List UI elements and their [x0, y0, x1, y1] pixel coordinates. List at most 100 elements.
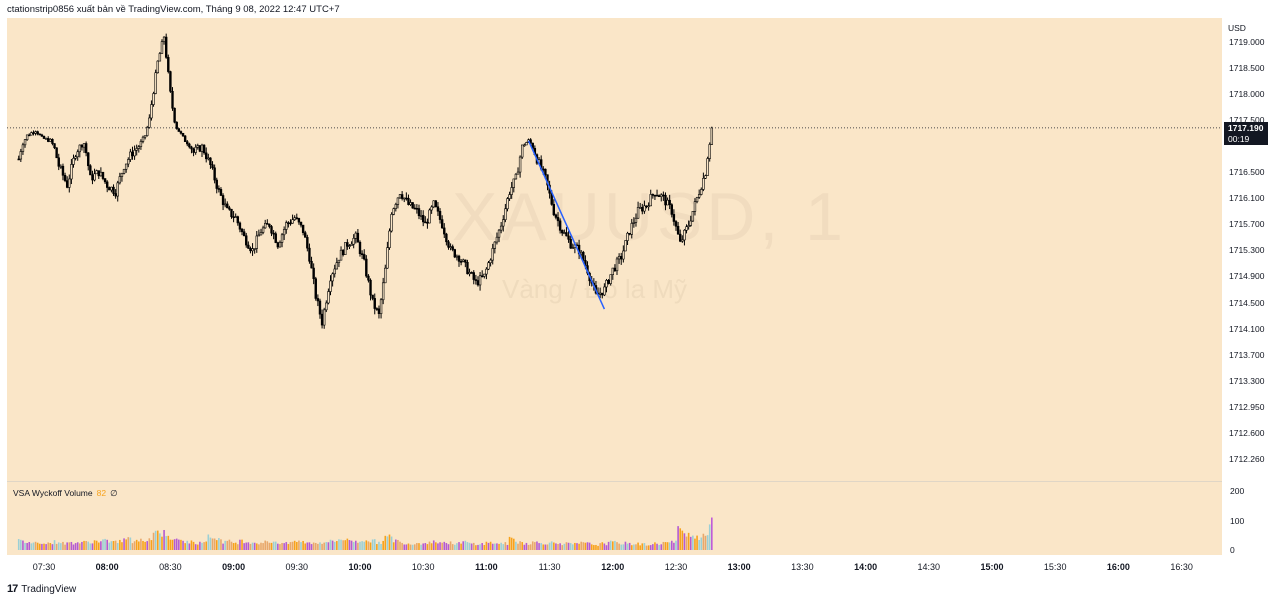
volume-bar: [287, 544, 290, 550]
candle: [192, 147, 195, 157]
candle: [143, 135, 147, 140]
volume-pane[interactable]: VSA Wyckoff Volume 82 ∅: [7, 482, 1222, 555]
candle: [173, 107, 176, 124]
candle: [97, 170, 100, 179]
candle: [133, 145, 136, 160]
volume-bar: [298, 540, 300, 550]
volume-bar: [584, 542, 587, 550]
candle: [381, 277, 385, 305]
candle: [263, 219, 267, 229]
candle: [110, 186, 113, 193]
volume-bar: [281, 542, 283, 550]
volume-bar: [656, 543, 658, 550]
candle: [341, 249, 345, 257]
volume-bar: [658, 545, 660, 550]
volume-bar: [529, 544, 532, 550]
candle: [207, 153, 210, 161]
volume-bar: [666, 542, 669, 550]
volume-bar: [637, 542, 639, 550]
candle: [373, 293, 376, 315]
candle: [211, 161, 214, 170]
volume-bar: [346, 538, 349, 550]
candle: [447, 239, 450, 250]
volume-bar: [129, 537, 132, 550]
volume-bar: [241, 539, 243, 550]
volume-bar: [91, 543, 94, 550]
volume-bar: [445, 543, 448, 550]
volume-bar: [373, 539, 376, 550]
volume-bar: [106, 539, 108, 550]
volume-bar: [654, 542, 656, 550]
candle: [638, 202, 642, 209]
volume-bar: [154, 530, 157, 550]
candle: [38, 133, 41, 136]
volume-axis[interactable]: 200 100 0: [1223, 482, 1280, 555]
candle: [28, 133, 31, 137]
volume-bar: [630, 545, 633, 550]
candle: [384, 264, 387, 284]
candle: [495, 232, 499, 245]
candle: [114, 189, 117, 199]
footer-branding[interactable]: 17 TradingView: [7, 583, 76, 595]
candle: [160, 39, 164, 54]
volume-bar: [28, 542, 31, 550]
volume-bar: [601, 542, 604, 550]
candle: [518, 155, 522, 178]
volume-bar: [116, 542, 119, 550]
volume-bar: [114, 540, 117, 550]
candle: [312, 263, 315, 285]
candle: [360, 250, 364, 259]
candle: [502, 215, 505, 232]
candle: [556, 212, 560, 227]
volume-bar: [489, 541, 492, 550]
price-chart-pane[interactable]: XAUUSD, 1 Vàng / Đô la Mỹ: [7, 18, 1222, 481]
volume-bar: [675, 540, 677, 550]
candle: [440, 215, 444, 229]
price-axis[interactable]: USD 1719.000 1718.500 1718.000 1717.500 1716…: [1223, 18, 1280, 481]
pane-separator[interactable]: [7, 481, 1222, 482]
candle: [99, 167, 103, 177]
candle: [377, 305, 381, 319]
volume-bar: [234, 542, 237, 550]
trend-line[interactable]: [527, 140, 606, 310]
candle: [476, 276, 480, 287]
volume-bar: [289, 542, 292, 550]
candle: [569, 235, 572, 249]
volume-bar: [249, 543, 252, 550]
candle: [337, 259, 341, 268]
candle: [304, 230, 307, 238]
volume-bar: [30, 543, 33, 550]
time-axis[interactable]: 07:30 08:00 08:30 09:00 09:30 10:00 10:30 11:00…: [7, 556, 1222, 578]
candle: [257, 229, 261, 237]
volume-bar: [405, 544, 408, 550]
volume-bar: [188, 543, 191, 550]
candle: [282, 226, 286, 241]
candle: [497, 229, 501, 243]
candle: [42, 135, 46, 139]
volume-bar: [211, 538, 214, 550]
candle: [379, 298, 383, 319]
time-axis-label: 11:30: [538, 562, 561, 572]
candle: [297, 217, 301, 225]
candle: [413, 204, 416, 210]
candle: [483, 273, 486, 279]
candle: [327, 288, 330, 305]
candle: [394, 202, 398, 212]
candle: [521, 144, 524, 159]
volume-bar: [72, 544, 75, 550]
price-axis-label: 1715.700: [1229, 219, 1265, 230]
candle: [76, 149, 79, 161]
volume-bar: [378, 541, 380, 550]
volume-bar: [348, 540, 351, 550]
time-axis-label: 09:00: [222, 562, 246, 572]
candle: [44, 137, 48, 140]
volume-bar: [491, 543, 494, 550]
volume-bar: [689, 536, 692, 550]
volume-bar: [74, 543, 77, 550]
volume-bar: [403, 544, 406, 550]
candle: [87, 152, 90, 171]
volume-bar: [607, 541, 610, 550]
candle: [647, 202, 650, 211]
volume-legend[interactable]: VSA Wyckoff Volume 82 ∅: [13, 488, 117, 499]
candle: [567, 231, 570, 243]
